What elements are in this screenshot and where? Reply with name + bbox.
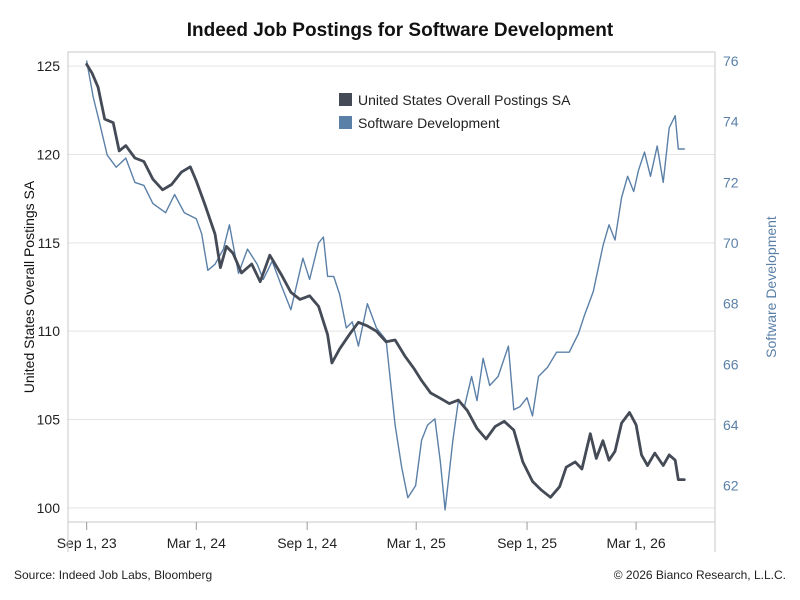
copyright-note: © 2026 Bianco Research, L.L.C. <box>613 568 786 582</box>
y-tick-left-115: 115 <box>38 235 61 251</box>
grid-layer <box>68 65 715 509</box>
series-line-overall <box>85 63 686 499</box>
plot-frame <box>67 51 716 523</box>
y-axis-label-right: Software Development <box>763 216 779 358</box>
legend: United States Overall Postings SA Softwa… <box>339 92 571 131</box>
chart-title: Indeed Job Postings for Software Develop… <box>186 20 614 41</box>
y-tick-right-70: 70 <box>723 235 739 251</box>
x-tick-label-5: Mar 1, 26 <box>607 535 666 551</box>
y-tick-right-76: 76 <box>723 53 739 69</box>
y-tick-right-66: 66 <box>723 356 739 372</box>
legend-label-overall: United States Overall Postings SA <box>358 92 571 108</box>
series-layer <box>85 60 686 511</box>
x-tick-label-3: Mar 1, 25 <box>387 535 446 551</box>
y-tick-left-100: 100 <box>37 500 61 516</box>
legend-label-software: Software Development <box>358 115 500 131</box>
y-tick-left-110: 110 <box>38 323 61 339</box>
y-tick-right-68: 68 <box>723 296 739 312</box>
legend-swatch-software <box>339 116 352 129</box>
y-tick-right-72: 72 <box>723 174 739 190</box>
y-tick-left-105: 105 <box>37 412 61 428</box>
y-tick-left-120: 120 <box>37 146 61 162</box>
series-line-software <box>85 60 685 511</box>
tick-layer: 100 105 110 115 120 125 62 64 66 68 70 72 74 76 Sep 1,… <box>37 53 739 552</box>
x-tick-label-2: Sep 1, 24 <box>277 535 337 551</box>
source-note: Source: Indeed Job Labs, Bloomberg <box>14 568 213 582</box>
y-axis-label-left: United States Overall Postings SA <box>21 180 37 393</box>
legend-swatch-overall <box>339 93 352 106</box>
x-tick-label-0: Sep 1, 23 <box>57 535 117 551</box>
y-tick-right-62: 62 <box>723 478 739 494</box>
x-tick-label-4: Sep 1, 25 <box>497 535 557 551</box>
y-tick-right-74: 74 <box>723 114 739 130</box>
y-tick-right-64: 64 <box>723 417 739 433</box>
y-tick-left-125: 125 <box>37 58 61 74</box>
x-tick-label-1: Mar 1, 24 <box>167 535 226 551</box>
